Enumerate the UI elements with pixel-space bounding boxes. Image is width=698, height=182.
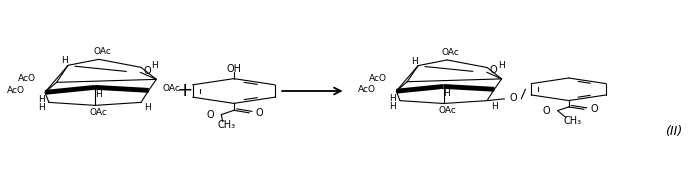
Text: H: H [144,103,151,112]
Text: AcO: AcO [7,86,24,95]
Text: CH₃: CH₃ [564,116,582,126]
Text: O: O [144,66,151,76]
Text: H: H [498,61,505,70]
Text: +: + [177,82,193,100]
Text: H: H [61,56,68,65]
Text: OAc: OAc [442,48,459,57]
Text: AcO: AcO [369,74,387,83]
Text: O: O [543,106,551,116]
Text: OAc: OAc [163,84,181,93]
Text: H: H [151,61,158,70]
Text: H: H [389,94,396,103]
Text: H: H [411,57,418,66]
Text: AcO: AcO [18,74,36,83]
Text: O: O [490,66,498,75]
Text: AcO: AcO [358,85,376,94]
Text: O: O [509,94,517,103]
Text: H: H [95,90,102,99]
Text: (II): (II) [665,124,683,138]
Text: O: O [207,110,214,120]
Text: OAc: OAc [94,47,111,56]
Text: H: H [38,103,45,112]
Text: OAc: OAc [438,106,456,115]
Text: H: H [491,102,498,111]
Text: OAc: OAc [89,108,107,117]
Text: H: H [389,102,396,111]
Text: H: H [38,95,45,104]
Text: OH: OH [226,64,242,74]
Text: O: O [590,104,597,114]
Text: CH₃: CH₃ [218,120,236,130]
Text: O: O [255,108,262,118]
Text: H: H [444,89,450,98]
